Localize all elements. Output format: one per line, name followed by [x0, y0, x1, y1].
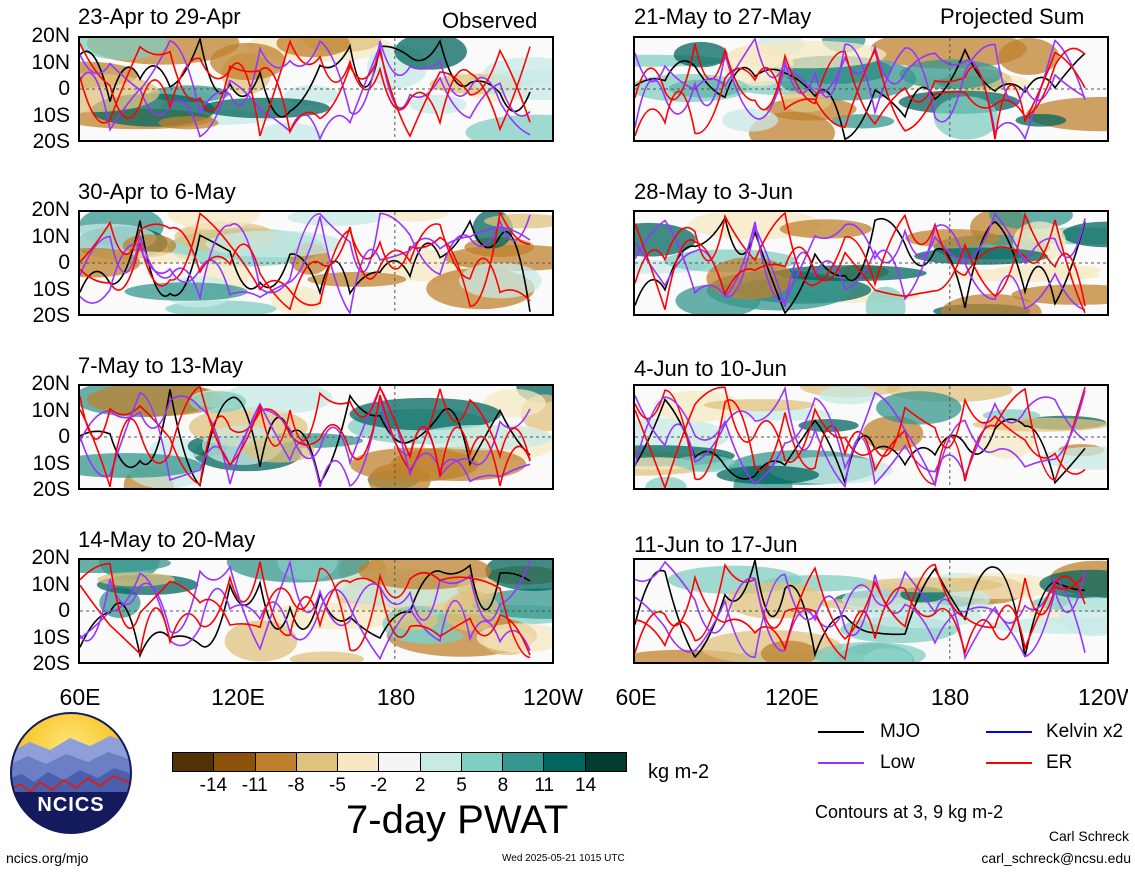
map-panel-left-1: [78, 36, 554, 142]
lat-label: 20N: [31, 24, 70, 47]
lat-label: 10N: [31, 224, 70, 248]
colorbar-tick: 11: [534, 775, 555, 796]
colorbar-swatch: [173, 753, 215, 771]
colorbar-swatch: [585, 753, 626, 771]
ncics-logo: NCICS: [10, 712, 132, 834]
colorbar-tick: 8: [497, 775, 509, 796]
pwat-anomaly-field: [635, 386, 1107, 488]
map-panel-right-3: [633, 384, 1109, 490]
lat-label: 10S: [32, 103, 70, 127]
lon-label-left-60e: 60E: [59, 684, 101, 710]
colorbar-tick: -5: [329, 775, 346, 796]
lon-label-right-120e: 120E: [765, 684, 819, 710]
panel-title-left-1: 23-Apr to 29-Apr: [78, 4, 241, 29]
lat-label: 0: [58, 425, 70, 448]
footer-url[interactable]: ncics.org/mjo: [6, 850, 89, 866]
map-panel-right-4: [633, 558, 1109, 664]
colorbar: [172, 752, 627, 772]
colorbar-title: 7-day PWAT: [346, 798, 569, 842]
lat-label: 20S: [32, 304, 70, 327]
colorbar-unit: kg m-2: [648, 761, 710, 783]
legend-line-low: [818, 762, 864, 764]
lat-label: 20S: [32, 652, 70, 675]
pwat-anomaly-field: [80, 386, 552, 488]
pwat-anomaly-field: [80, 38, 552, 140]
map-panel-right-2: [633, 210, 1109, 316]
colorbar-tick: -11: [241, 775, 268, 796]
colorbar-swatch: [461, 753, 504, 771]
lat-label: 10S: [32, 277, 70, 301]
legend-line-mjo: [818, 731, 864, 733]
lat-label: 0: [58, 599, 70, 622]
legend-label-mjo: MJO: [880, 721, 921, 742]
pwat-anomaly-field: [635, 38, 1107, 140]
logo-text: NCICS: [37, 794, 105, 816]
lat-label: 20N: [31, 198, 70, 221]
footer-email[interactable]: carl_schreck@ncsu.edu: [981, 850, 1131, 866]
colorbar-swatch: [255, 753, 297, 771]
lat-label: 0: [58, 251, 70, 274]
colorbar-tick: 5: [456, 775, 467, 796]
lat-label: 10N: [31, 50, 70, 74]
lat-label: 10N: [31, 572, 70, 596]
pwat-anomaly-field: [80, 212, 552, 314]
colorbar-tick: -8: [287, 775, 305, 796]
map-panel-left-2: [78, 210, 554, 316]
legend-label-kelvin: Kelvin x2: [1046, 721, 1124, 742]
panel-title-left-3: 7-May to 13-May: [78, 353, 244, 378]
colorbar-swatch: [214, 753, 256, 771]
map-panel-right-1: [633, 36, 1109, 142]
map-panel-left-3: [78, 384, 554, 490]
lat-label: 10S: [32, 625, 70, 649]
lat-label: 20N: [31, 372, 70, 395]
colorbar-swatch: [420, 753, 462, 771]
panel-title-right-4: 11-Jun to 17-Jun: [634, 532, 798, 557]
footer-author: Carl Schreck: [1048, 828, 1129, 844]
colorbar-tick: 14: [575, 775, 597, 796]
legend-label-er: ER: [1046, 752, 1073, 773]
colorbar-swatch: [544, 753, 586, 771]
colorbar-tick: -14: [199, 775, 228, 796]
lon-label-right-180: 180: [930, 684, 970, 710]
contours-note: Contours at 3, 9 kg m-2: [815, 802, 1004, 822]
lat-label: 0: [58, 77, 70, 100]
colorbar-swatch: [296, 753, 339, 771]
colorbar-tick: -2: [370, 775, 388, 796]
observed-label: Observed: [442, 8, 538, 33]
panel-title-right-2: 28-May to 3-Jun: [634, 179, 793, 204]
pwat-anomaly-field: [635, 212, 1107, 314]
pwat-anomaly-field: [80, 560, 552, 662]
panel-title-left-2: 30-Apr to 6-May: [78, 179, 236, 204]
lat-label: 10S: [32, 451, 70, 475]
lat-label: 20S: [32, 478, 70, 501]
lon-label-right-60e: 60E: [615, 684, 657, 710]
panel-title-right-1: 21-May to 27-May: [634, 4, 812, 29]
lon-label-left-120e: 120E: [211, 684, 265, 710]
colorbar-swatch: [379, 753, 421, 771]
map-panel-left-4: [78, 558, 554, 664]
legend-line-er: [986, 762, 1032, 764]
lon-label-right-120w: 120W: [1078, 686, 1128, 709]
lat-label: 10N: [31, 398, 70, 422]
lat-label: 20N: [31, 546, 70, 569]
lon-label-left-180: 180: [376, 684, 416, 710]
lat-label: 20S: [32, 130, 70, 153]
pwat-anomaly-field: [635, 560, 1107, 662]
colorbar-tick: 2: [414, 775, 426, 796]
projected-sum-label: Projected Sum: [940, 4, 1085, 29]
legend-label-low: Low: [880, 752, 915, 773]
panel-title-right-3: 4-Jun to 10-Jun: [634, 356, 787, 381]
footer-timestamp: Wed 2025-05-21 1015 UTC: [502, 853, 625, 864]
lon-label-left-120w: 120W: [522, 684, 584, 710]
colorbar-swatch: [503, 753, 545, 771]
panel-title-left-4: 14-May to 20-May: [78, 527, 256, 552]
legend-line-kelvin: [986, 731, 1032, 733]
colorbar-swatch: [338, 753, 380, 771]
